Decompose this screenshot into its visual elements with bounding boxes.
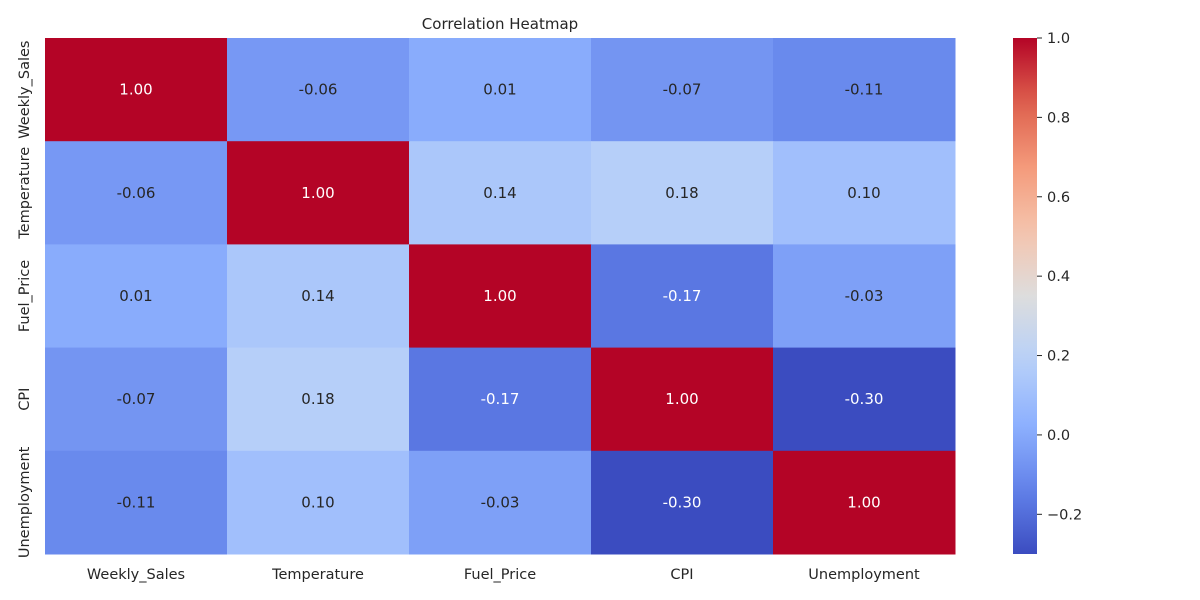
cell-value-label: -0.07 — [117, 390, 156, 408]
heatmap-cell — [591, 347, 774, 452]
cell-value-label: -0.30 — [663, 493, 702, 511]
cell-value-label: 1.00 — [483, 287, 516, 305]
colorbar-tick-label: 0.0 — [1047, 428, 1070, 444]
colorbar-tick-label: 0.4 — [1047, 269, 1070, 285]
heatmap-cell — [45, 244, 228, 349]
cell-value-label: -0.03 — [845, 287, 884, 305]
cell-value-label: -0.11 — [845, 81, 884, 99]
colorbar-tick-label: 0.2 — [1047, 349, 1070, 365]
cell-value-label: -0.03 — [481, 493, 520, 511]
colorbar-tick-label: −0.2 — [1047, 507, 1082, 523]
heatmap-cell — [227, 38, 410, 142]
column-tick-labels: Weekly_Sales Temperature Fuel_Price CPI Unem… — [87, 567, 920, 583]
heatmap-cell — [773, 141, 956, 245]
row-label: Weekly_Sales — [17, 41, 33, 139]
cell-value-label: -0.30 — [845, 390, 884, 408]
heatmap-cell — [227, 347, 410, 452]
row-label: Temperature — [17, 147, 33, 240]
cell-value-label: 1.00 — [847, 493, 880, 511]
heatmap-cell — [409, 141, 592, 245]
heatmap-cell — [409, 347, 592, 452]
heatmap-cell — [773, 347, 956, 452]
cell-value-label: 0.01 — [119, 287, 152, 305]
colorbar-tick-label: 0.8 — [1047, 110, 1070, 126]
colorbar: −0.2 0.0 0.2 0.4 0.6 0.8 1.0 — [1013, 31, 1082, 554]
cell-value-label: 0.10 — [847, 184, 880, 202]
row-tick-labels: Weekly_Sales Temperature Fuel_Price CPI Unem… — [17, 41, 33, 559]
cell-value-label: 0.01 — [483, 81, 516, 99]
heatmap-cell — [45, 38, 228, 142]
cell-value-label: -0.17 — [663, 287, 702, 305]
row-label: Fuel_Price — [17, 260, 33, 332]
cell-value-label: 0.14 — [483, 184, 516, 202]
heatmap-cell — [409, 450, 592, 555]
cell-value-label: -0.06 — [299, 81, 338, 99]
cell-value-label: 0.18 — [665, 184, 698, 202]
cell-value-label: 1.00 — [119, 81, 152, 99]
cell-value-label: -0.07 — [663, 81, 702, 99]
heatmap-cell — [409, 38, 592, 142]
heatmap-cell — [45, 450, 228, 555]
cell-value-label: 1.00 — [301, 184, 334, 202]
colorbar-gradient — [1013, 38, 1037, 554]
chart-title: Correlation Heatmap — [422, 15, 578, 33]
cell-value-label: 0.10 — [301, 493, 334, 511]
heatmap-cell — [591, 38, 774, 142]
column-label: Temperature — [271, 567, 364, 583]
row-label: CPI — [17, 388, 33, 411]
cell-value-label: 0.14 — [301, 287, 334, 305]
heatmap-cell — [773, 244, 956, 349]
row-label: Unemployment — [17, 446, 33, 558]
cell-value-label: 1.00 — [665, 390, 698, 408]
heatmap-cell — [45, 347, 228, 452]
cell-value-label: 0.18 — [301, 390, 334, 408]
heatmap-cell — [591, 141, 774, 245]
column-label: Unemployment — [808, 567, 920, 583]
heatmap-cell — [227, 450, 410, 555]
cell-value-label: -0.17 — [481, 390, 520, 408]
heatmap-cell — [45, 141, 228, 245]
heatmap-cell — [227, 141, 410, 245]
heatmap-cell — [227, 244, 410, 349]
column-label: Weekly_Sales — [87, 567, 185, 583]
heatmap-cell — [591, 244, 774, 349]
cell-value-label: -0.11 — [117, 493, 156, 511]
cell-value-label: -0.06 — [117, 184, 156, 202]
heatmap-cell — [409, 244, 592, 349]
heatmap-cell — [773, 38, 956, 142]
heatmap-cell — [773, 450, 956, 555]
heatmap-cells: 1.00 -0.06 0.01 -0.07 -0.11 -0.06 1.00 0.14 0.18… — [45, 38, 956, 555]
heatmap-cell — [591, 450, 774, 555]
column-label: Fuel_Price — [464, 567, 536, 583]
colorbar-tick-label: 0.6 — [1047, 190, 1070, 206]
column-label: CPI — [670, 567, 693, 583]
colorbar-tick-label: 1.0 — [1047, 31, 1070, 47]
